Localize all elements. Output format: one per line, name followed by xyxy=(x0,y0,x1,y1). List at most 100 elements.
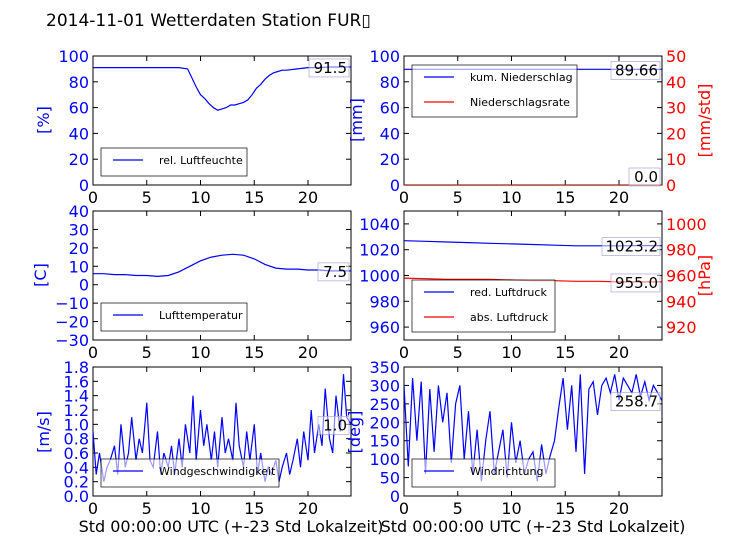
last-value-label: 89.66 xyxy=(615,61,658,79)
x-tick-label: 0 xyxy=(88,499,98,518)
y-tick-label: 40 xyxy=(69,202,89,221)
legend-box xyxy=(411,279,556,333)
y-tick-label-right: 40 xyxy=(666,73,686,92)
y-tick-label: 0.0 xyxy=(64,487,89,506)
x-tick-label: 5 xyxy=(142,188,152,207)
legend-entry: Niederschlagsrate xyxy=(470,96,570,109)
y-tick-label: 20 xyxy=(69,150,89,169)
panel-humidity: 0 5 10 15 20 0 20 40 60 80 100 [%] rel. Luftfeuchte 9… xyxy=(34,47,352,207)
y-tick-label: −10 xyxy=(55,294,89,313)
legend-entry: red. Luftdruck xyxy=(470,286,547,299)
x-tick-label: 0 xyxy=(399,499,409,518)
y-tick-label: 30 xyxy=(69,220,89,239)
x-tick-label: 20 xyxy=(298,343,318,362)
x-tick-label: 10 xyxy=(190,188,210,207)
legend-entry: Windgeschwindigkeit xyxy=(159,465,276,478)
y-tick-label: −20 xyxy=(55,313,89,332)
legend: red. Luftdruck abs. Luftdruck xyxy=(411,279,556,333)
y-tick-label: 200 xyxy=(369,413,400,432)
y-tick-label: 0 xyxy=(79,176,89,195)
y-tick-label: 1.4 xyxy=(64,387,89,406)
y-tick-label: 60 xyxy=(380,99,400,118)
y-tick-label: 20 xyxy=(380,150,400,169)
y-tick-label-right: 20 xyxy=(666,124,686,143)
y-tick-label: 1.0 xyxy=(64,415,89,434)
last-value-label: 955.0 xyxy=(615,274,658,292)
legend-entry: abs. Luftdruck xyxy=(470,311,549,324)
last-value-box xyxy=(628,167,661,187)
y-tick-label: 980 xyxy=(369,292,400,311)
legend: Windgeschwindigkeit xyxy=(100,458,280,488)
legend-box xyxy=(100,302,248,332)
x-tick-label: 0 xyxy=(88,343,98,362)
y-tick-label: 300 xyxy=(369,376,400,395)
y-tick-label: 10 xyxy=(69,257,89,276)
y-tick-label: 1.8 xyxy=(64,358,89,377)
panel-winddirection: 0 5 10 15 20050100150200250300350[deg]Windri… xyxy=(345,358,663,518)
y-tick-label: 250 xyxy=(369,395,400,414)
legend: Lufttemperatur xyxy=(100,302,248,332)
last-value-label: 258.7 xyxy=(615,393,658,411)
x-tick-label: 10 xyxy=(501,188,521,207)
last-value-box xyxy=(317,262,350,282)
y-tick-label: 0.8 xyxy=(64,430,89,449)
last-value-box xyxy=(601,237,661,256)
y-tick-label: 350 xyxy=(369,358,400,377)
last-value-box xyxy=(317,416,350,435)
last-value-box xyxy=(308,58,350,78)
x-tick-label: 5 xyxy=(142,343,152,362)
x-tick-label: 15 xyxy=(244,343,264,362)
y-tick-label-right: 10 xyxy=(666,150,686,169)
legend-entry: kum. Niederschlag xyxy=(470,71,573,84)
x-tick-label: 15 xyxy=(555,499,575,518)
y-tick-label: 80 xyxy=(69,73,89,92)
y-tick-label-right: 50 xyxy=(666,47,686,66)
x-tick-label: 15 xyxy=(244,499,264,518)
x-tick-label: 15 xyxy=(555,343,575,362)
last-value-box xyxy=(610,61,661,80)
x-tick-label: 10 xyxy=(501,343,521,362)
y-axis-label: [C] xyxy=(31,263,50,287)
last-value-label: 1.0 xyxy=(323,416,347,434)
y-tick-label: 1000 xyxy=(359,267,400,286)
x-axis-label-right: Std 00:00:00 UTC (+-23 Std Lokalzeit) xyxy=(381,517,686,536)
y-axis-label: [%] xyxy=(34,106,53,134)
last-value-box xyxy=(610,273,661,293)
x-tick-label: 0 xyxy=(399,343,409,362)
y-axis-label: [deg] xyxy=(345,411,364,454)
x-tick-label: 0 xyxy=(399,188,409,207)
y-tick-label: 1.6 xyxy=(64,372,89,391)
y-axis-label-right: [mm/std] xyxy=(695,84,714,158)
y-tick-label: 100 xyxy=(369,47,400,66)
y-tick-label: 20 xyxy=(69,239,89,258)
y-tick-label: 60 xyxy=(69,99,89,118)
x-tick-label: 20 xyxy=(609,188,629,207)
legend: kum. Niederschlag Niederschlagsrate xyxy=(411,64,578,118)
legend: rel. Luftfeuchte xyxy=(100,147,248,177)
figure-title: 2014-11-01 Wetterdaten Station FUR▯ xyxy=(46,11,371,31)
legend-box xyxy=(411,458,556,488)
x-tick-label: 20 xyxy=(298,188,318,207)
y-tick-label: 0 xyxy=(390,487,400,506)
x-tick-label: 5 xyxy=(453,188,463,207)
x-tick-label: 5 xyxy=(142,499,152,518)
y-tick-label-right: 960 xyxy=(666,267,697,286)
x-tick-label: 15 xyxy=(555,188,575,207)
y-tick-label: 80 xyxy=(380,73,400,92)
x-tick-label: 20 xyxy=(298,499,318,518)
y-tick-label: 40 xyxy=(380,124,400,143)
y-axis-label: [mm] xyxy=(347,98,366,142)
x-tick-label: 20 xyxy=(609,343,629,362)
panel-precipitation: 0 5 10 15 20 0 20 40 60 80 100 0 10 20 30 40 50 [mm] [mm/s… xyxy=(347,47,714,207)
last-value-label: 91.5 xyxy=(314,59,347,77)
last-value-label: 1023.2 xyxy=(606,238,659,256)
y-axis-label: [m/s] xyxy=(34,411,53,453)
y-tick-label: 0 xyxy=(390,176,400,195)
panel-windspeed: 0 5 10 15 200.00.20.40.60.81.01.21.41.61.8[m… xyxy=(34,358,352,518)
y-tick-label: 0.6 xyxy=(64,444,89,463)
x-tick-label: 10 xyxy=(190,499,210,518)
y-tick-label: 150 xyxy=(369,432,400,451)
y-tick-label: 40 xyxy=(69,124,89,143)
x-tick-label: 20 xyxy=(609,499,629,518)
